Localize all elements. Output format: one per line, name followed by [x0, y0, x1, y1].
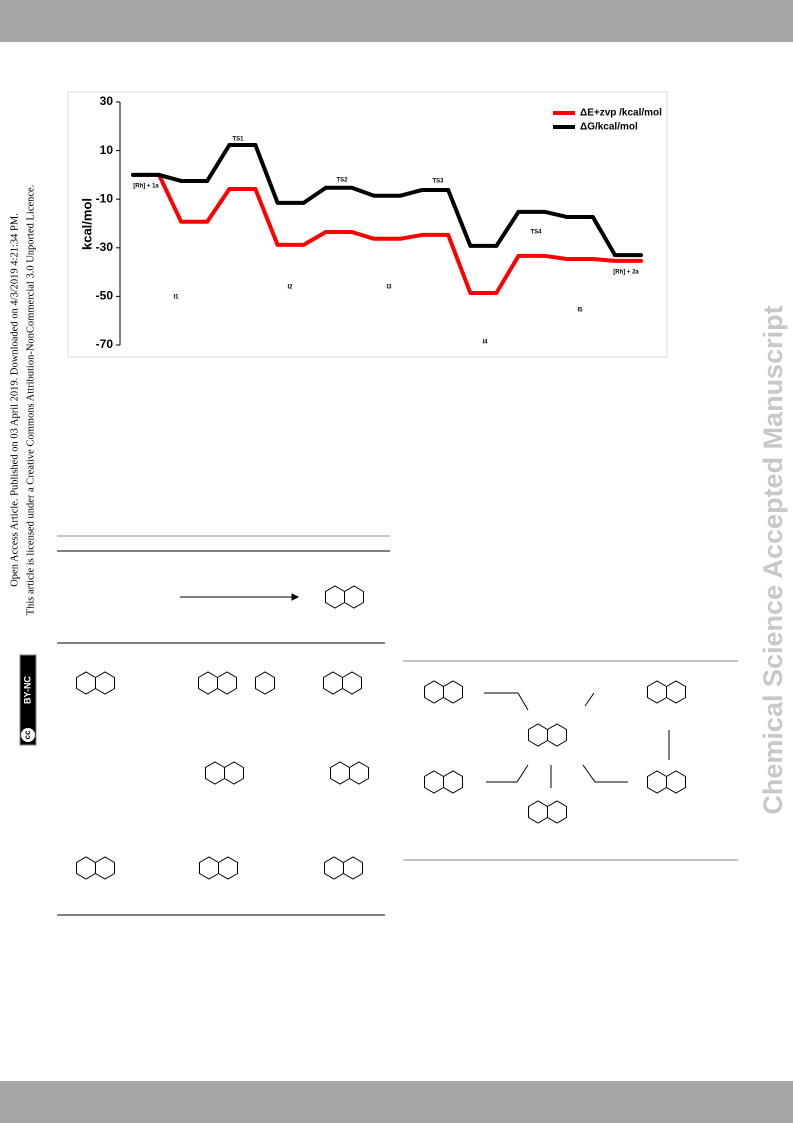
schemes [57, 535, 738, 916]
molecule [76, 671, 96, 695]
connector [205, 187, 232, 223]
connector [399, 232, 423, 241]
scheme-arrows [484, 692, 670, 788]
molecule [342, 671, 362, 695]
molecule [424, 680, 444, 704]
connector [205, 143, 232, 183]
y-tick-label: 30 [100, 94, 114, 108]
molecule [205, 761, 225, 785]
connector [446, 189, 473, 247]
connector [494, 254, 521, 295]
molecule [218, 856, 238, 880]
connector [158, 172, 182, 183]
molecule [443, 770, 463, 794]
molecule [95, 671, 115, 695]
badge-frame [19, 654, 37, 746]
y-tick-label: -30 [96, 240, 114, 254]
connector [302, 230, 327, 247]
legend-label: ΔG/kcal/mol [580, 122, 638, 133]
y-tick-label: -10 [96, 191, 114, 205]
arrowhead [291, 593, 300, 601]
molecule [198, 671, 218, 695]
molecule [217, 671, 237, 695]
molecule [255, 671, 275, 695]
y-axis-label: kcal/mol [79, 198, 94, 250]
category-label: [Rh] + 1a [133, 184, 159, 190]
connector [302, 186, 327, 205]
connector [592, 256, 616, 263]
category-label: TS1 [232, 137, 244, 143]
category-label: I1 [173, 295, 179, 301]
connector [446, 234, 473, 294]
molecule [666, 770, 686, 794]
molecule [547, 800, 567, 824]
watermark: Chemical Science Accepted Manuscript [758, 305, 788, 814]
molecule [443, 680, 463, 704]
molecule [424, 770, 444, 794]
molecule [647, 680, 667, 704]
connector [157, 174, 184, 223]
connector [253, 188, 280, 246]
sidebar-line: Open Access Article. Published on 03 Apr… [9, 213, 20, 587]
category-label: I4 [482, 340, 488, 346]
molecule [547, 723, 567, 747]
molecule [323, 671, 343, 695]
legend-label: ΔE+zvp /kcal/mol [580, 108, 662, 119]
sidebar-line: This article is licensed under a Creativ… [25, 185, 36, 616]
connector [351, 185, 375, 198]
connector [253, 144, 280, 204]
molecule [344, 585, 364, 609]
category-label: TS2 [336, 178, 348, 184]
y-tick-label: -70 [96, 337, 114, 351]
connector [591, 215, 617, 257]
molecule [324, 856, 344, 880]
molecule [528, 723, 548, 747]
molecule [330, 761, 350, 785]
molecule [666, 680, 686, 704]
category-label: I5 [577, 308, 583, 314]
category-label: I3 [386, 285, 392, 291]
molecule [95, 856, 115, 880]
connector [544, 209, 568, 219]
molecule [76, 856, 96, 880]
badge-circle [21, 728, 35, 742]
molecule [224, 761, 244, 785]
badge-cc: cc [23, 730, 32, 739]
header-bar [0, 0, 793, 42]
connector [494, 210, 521, 247]
connector [351, 230, 375, 241]
category-label: TS3 [432, 179, 444, 185]
molecule [325, 585, 345, 609]
y-tick-label: 10 [100, 143, 114, 157]
badge-text: BY-NC [22, 676, 32, 705]
connector [399, 188, 423, 198]
category-label: TS4 [530, 230, 542, 236]
molecule [647, 770, 667, 794]
molecule [343, 856, 363, 880]
chart-frame [67, 91, 668, 358]
connector [544, 253, 568, 261]
cc-badge: cc BY-NC [19, 654, 37, 746]
molecule [528, 800, 548, 824]
category-label: I2 [287, 285, 293, 291]
molecule [349, 761, 369, 785]
molecule [199, 856, 219, 880]
footer-bar [0, 1081, 793, 1123]
y-tick-label: -50 [96, 289, 114, 303]
category-label: [Rh] + 2a [613, 270, 639, 276]
